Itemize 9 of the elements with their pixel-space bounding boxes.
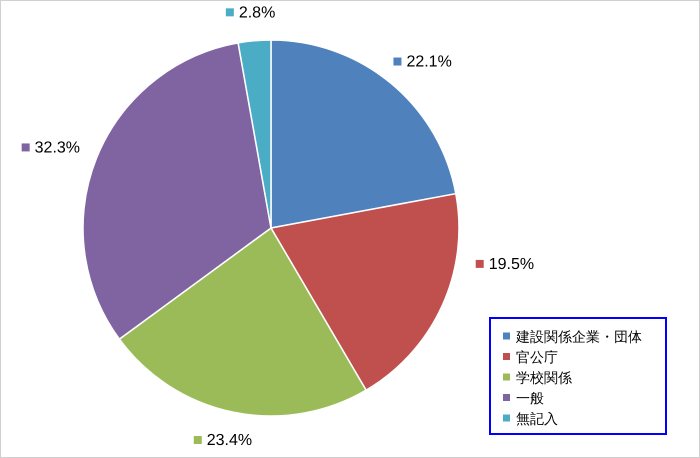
data-label: 2.8% [238, 4, 276, 22]
legend-label: 学校関係 [516, 370, 572, 386]
data-label: 23.4% [206, 432, 252, 450]
data-label: 32.3% [34, 139, 80, 156]
legend-label: 無記入 [516, 410, 558, 426]
legend-label: 官公庁 [516, 349, 558, 365]
legend-label: 一般 [516, 390, 544, 406]
data-label: 22.1% [406, 54, 452, 71]
data-label: 19.5% [488, 256, 534, 273]
